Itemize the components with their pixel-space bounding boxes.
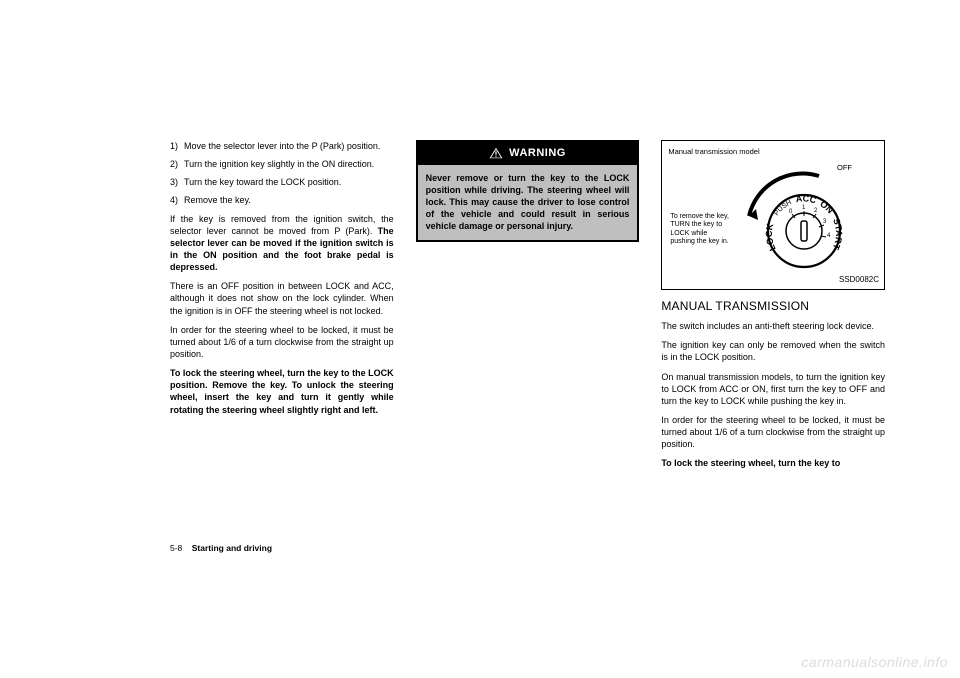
list-item: 1) Move the selector lever into the P (P… <box>170 140 394 152</box>
ignition-diagram: Manual transmission model OFF To remove … <box>661 140 885 290</box>
warning-icon <box>489 147 503 159</box>
list-text: Turn the ignition key slightly in the ON… <box>184 158 394 170</box>
page-footer: 5-8 Starting and driving <box>170 543 272 553</box>
diagram-id: SSD0082C <box>839 275 879 286</box>
svg-text:ACC: ACC <box>795 193 818 205</box>
paragraph: On manual transmission models, to turn t… <box>661 371 885 407</box>
svg-text:LOCK: LOCK <box>764 222 778 252</box>
paragraph: In order for the steering wheel to be lo… <box>661 414 885 450</box>
warning-box: WARNING Never remove or turn the key to … <box>416 140 640 242</box>
tick-1: 1 <box>802 205 806 211</box>
paragraph-bold: To lock the steering wheel, turn the key… <box>170 367 394 416</box>
paragraph: In order for the steering wheel to be lo… <box>170 324 394 360</box>
chapter-title: Starting and driving <box>192 543 272 553</box>
tick-2: 2 <box>814 208 818 214</box>
column-middle: WARNING Never remove or turn the key to … <box>416 140 640 477</box>
paragraph: If the key is removed from the ignition … <box>170 213 394 274</box>
paragraph-bold: To lock the steering wheel, turn the key… <box>661 457 885 469</box>
paragraph: The ignition key can only be removed whe… <box>661 339 885 363</box>
list-text: Move the selector lever into the P (Park… <box>184 140 394 152</box>
paragraph-span: If the key is removed from the ignition … <box>170 214 394 236</box>
warning-title: WARNING <box>509 146 566 161</box>
ignition-svg: 0 1 2 3 4 LOCK PUSH ACC <box>734 171 854 281</box>
section-heading: MANUAL TRANSMISSION <box>661 298 885 314</box>
svg-text:ON: ON <box>818 199 835 216</box>
column-left: 1) Move the selector lever into the P (P… <box>170 140 394 477</box>
warning-body: Never remove or turn the key to the LOCK… <box>418 165 638 240</box>
tick-4: 4 <box>827 233 831 239</box>
list-number: 2) <box>170 158 184 170</box>
page-number: 5-8 <box>170 543 182 553</box>
diagram-note: To remove the key, TURN the key to LOCK … <box>670 213 730 247</box>
list-text: Remove the key. <box>184 194 394 206</box>
column-right: Manual transmission model OFF To remove … <box>661 140 885 477</box>
list-number: 4) <box>170 194 184 206</box>
diagram-caption: Manual transmission model <box>668 147 878 157</box>
list-number: 3) <box>170 176 184 188</box>
paragraph: The switch includes an anti-theft steeri… <box>661 320 885 332</box>
page: 1) Move the selector lever into the P (P… <box>0 0 960 678</box>
columns: 1) Move the selector lever into the P (P… <box>170 140 885 477</box>
watermark: carmanualsonline.info <box>801 654 948 670</box>
list-item: 3) Turn the key toward the LOCK position… <box>170 176 394 188</box>
numbered-list: 1) Move the selector lever into the P (P… <box>170 140 394 207</box>
list-text: Turn the key toward the LOCK position. <box>184 176 394 188</box>
list-item: 4) Remove the key. <box>170 194 394 206</box>
tick-3: 3 <box>823 219 827 225</box>
svg-text:START: START <box>831 217 844 252</box>
list-item: 2) Turn the ignition key slightly in the… <box>170 158 394 170</box>
list-number: 1) <box>170 140 184 152</box>
paragraph: There is an OFF position in between LOCK… <box>170 280 394 316</box>
warning-header: WARNING <box>418 142 638 165</box>
